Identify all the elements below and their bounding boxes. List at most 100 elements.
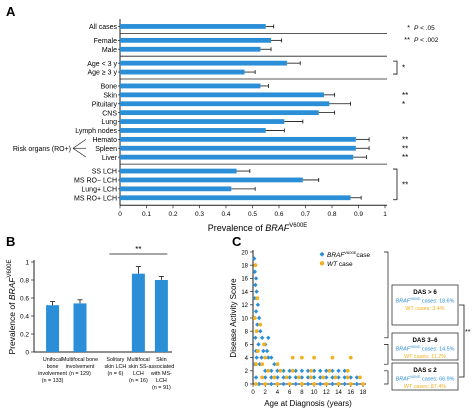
point-braf	[259, 355, 264, 360]
y-tick-label: 14	[241, 290, 248, 296]
point-braf	[253, 282, 258, 288]
legend-rest: case	[356, 252, 370, 259]
das-box-line: WT cases: 3.4%	[405, 306, 444, 312]
point-braf	[281, 375, 286, 380]
bar	[120, 24, 266, 29]
y-tick-label: 0.6	[20, 296, 29, 303]
point-braf	[293, 381, 298, 387]
point-braf	[253, 309, 259, 314]
das-box	[391, 332, 459, 361]
y-tick-label: 0.2	[20, 332, 29, 339]
x-tick-label: 0	[118, 211, 122, 218]
y-tick-label: 2	[245, 369, 249, 375]
category-label: LCH	[156, 378, 167, 384]
point-braf	[253, 276, 259, 281]
das-line-gene: BRAF	[396, 377, 411, 383]
y-tick-label: 12	[241, 303, 248, 309]
point-wt	[254, 329, 259, 334]
y-axis-label: Prevalence of BRAFV600E	[7, 259, 17, 354]
bar	[120, 195, 351, 201]
point-wt	[358, 375, 362, 380]
bar	[154, 280, 168, 352]
category-label: associated	[148, 364, 174, 370]
legend-text: P < .05	[414, 25, 435, 32]
category-label: involvement	[66, 364, 95, 370]
das-box-title: DAS 3–6	[412, 337, 438, 344]
x-tick-label: 0.8	[327, 211, 336, 218]
category-label: Liver	[102, 155, 118, 162]
point-braf	[354, 381, 360, 387]
point-braf	[305, 375, 311, 380]
y-tick-label: 0.8	[20, 278, 29, 285]
category-label: CNS	[102, 110, 117, 117]
x-tick-label: 0.9	[354, 211, 363, 218]
panel-label-c: C	[232, 234, 242, 249]
bar	[120, 128, 266, 133]
das-line-text: cases: 14.5%	[421, 347, 455, 353]
point-braf	[256, 315, 262, 321]
point-braf	[299, 368, 305, 373]
x-tick-label: 0.4	[221, 211, 230, 218]
bar	[120, 69, 245, 75]
point-braf	[264, 348, 270, 354]
category-label: All cases	[89, 24, 118, 31]
point-wt	[348, 355, 353, 360]
legend-mark: *	[407, 23, 410, 32]
point-wt	[312, 382, 317, 386]
point-wt	[299, 382, 304, 386]
point-braf	[255, 322, 260, 327]
bar	[120, 177, 303, 183]
das-box-line: BRAFV600E cases: 66.9%	[396, 375, 455, 383]
point-braf	[311, 375, 317, 380]
significance-mark: **	[465, 329, 471, 336]
point-braf	[269, 355, 274, 360]
point-braf	[287, 375, 292, 380]
point-wt	[330, 355, 335, 360]
x-tick-label: 0.2	[168, 211, 177, 218]
legend-italic: WT	[327, 261, 338, 268]
category-label: Lymph nodes	[75, 128, 117, 135]
group-bracket-line	[72, 148, 87, 158]
point-braf	[269, 368, 274, 373]
category-label: MS RO− LCH	[74, 178, 117, 185]
point-wt	[255, 349, 260, 353]
panel-label-a: A	[6, 4, 16, 19]
y-axis-label-text: Prevalence of	[7, 300, 17, 354]
point-wt	[275, 362, 280, 367]
x-tick-label: 14	[335, 390, 342, 396]
das-line-text: cases: 18.6%	[421, 299, 455, 305]
group-bracket-line	[72, 139, 87, 149]
das-box-line: BRAFV600E cases: 18.6%	[396, 297, 455, 305]
point-braf	[269, 375, 274, 380]
point-wt	[309, 375, 313, 380]
point-braf	[336, 368, 341, 373]
point-braf	[318, 381, 323, 387]
panel-c-chart: 0 2 4 6 8 10 12 14 16 18 20 0 2 4 6 8 10 12 14 16 18 Age at D…	[229, 250, 471, 408]
point-braf	[342, 368, 347, 373]
bar	[120, 110, 319, 116]
y-tick-label: 10	[241, 316, 248, 322]
category-label: Bone	[101, 84, 117, 91]
panel-b-chart: 0 0.2 0.4 0.6 0.8 1 Prevalence of BRAFV600E Uni…	[7, 245, 174, 391]
x-axis-label-gene: BRAF	[265, 223, 290, 233]
category-label: Skin	[156, 357, 167, 363]
point-wt	[272, 375, 277, 380]
x-tick-label: 0.3	[195, 211, 204, 218]
category-label: skin SS-	[128, 364, 148, 370]
category-label: (n = 6)	[108, 371, 124, 377]
x-axis-label-text: Prevalence of	[208, 223, 266, 233]
bar	[120, 92, 325, 98]
significance-mark: **	[402, 180, 408, 189]
point-wt	[324, 382, 329, 386]
point-braf	[330, 375, 335, 380]
point-wt	[260, 375, 265, 380]
x-axis-label: Age at Diagnosis (years)	[264, 399, 352, 408]
bar	[131, 273, 145, 352]
category-label: Age ≥ 3 y	[87, 70, 117, 77]
category-label: Skin	[103, 92, 117, 99]
y-tick-label: 1	[25, 260, 29, 267]
category-label: Unifocal	[43, 357, 62, 363]
das-box-line: WT cases: 11.2%	[404, 354, 446, 360]
das-line-text: cases: 66.9%	[421, 377, 455, 383]
point-wt	[327, 368, 332, 373]
